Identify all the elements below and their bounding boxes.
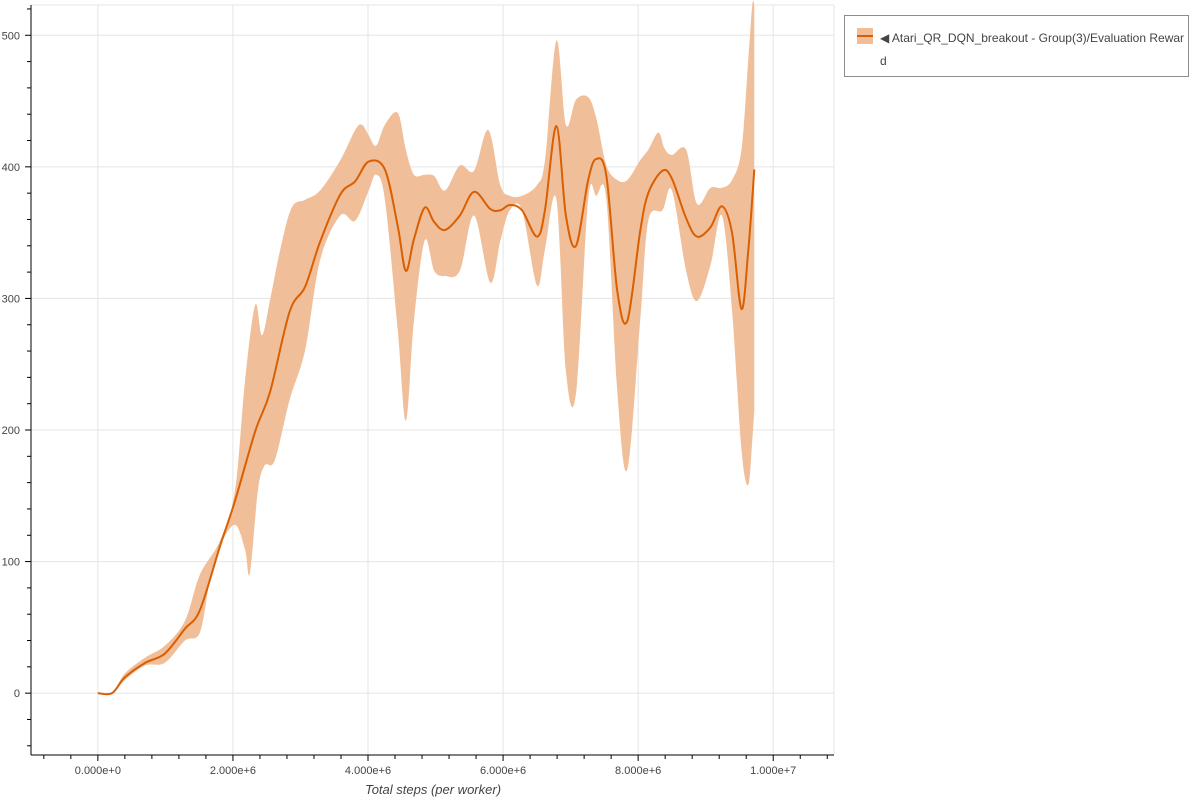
x-tick-label: 6.000e+6: [480, 765, 526, 777]
y-tick-label: 200: [2, 425, 20, 437]
series-band: [97, 0, 755, 695]
y-tick-label: 100: [2, 557, 20, 569]
legend-glyph-icon[interactable]: [857, 28, 873, 44]
x-tick-label: 4.000e+6: [345, 765, 391, 777]
y-tick-label: 500: [2, 30, 20, 42]
x-tick-label: 1.000e+7: [750, 765, 796, 777]
axes: 0.000e+0 2.000e+6 4.000e+6 6.000e+6 8.000e+6…: [2, 5, 834, 777]
y-tick-label: 300: [2, 293, 20, 305]
series-mean-line: [97, 125, 756, 696]
y-tick-label: 0: [14, 688, 20, 700]
x-tick-label: 8.000e+6: [615, 765, 661, 777]
x-tick-label: 2.000e+6: [210, 765, 256, 777]
legend: ◀ Atari_QR_DQN_breakout - Group(3)/Evalu…: [844, 15, 1189, 77]
legend-label[interactable]: ◀ Atari_QR_DQN_breakout - Group(3)/Evalu…: [880, 31, 1185, 68]
x-axis-label: Total steps (per worker): [365, 782, 501, 797]
y-tick-label: 400: [2, 162, 20, 174]
x-tick-label: 0.000e+0: [75, 765, 121, 777]
grid: [31, 4, 835, 755]
